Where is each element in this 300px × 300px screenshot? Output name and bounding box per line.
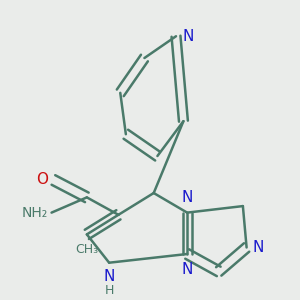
Text: N: N bbox=[182, 190, 193, 205]
Text: N: N bbox=[252, 240, 263, 255]
Text: N: N bbox=[182, 262, 193, 277]
Text: CH₃: CH₃ bbox=[75, 243, 98, 256]
Text: H: H bbox=[104, 284, 114, 297]
Text: NH₂: NH₂ bbox=[22, 206, 48, 220]
Text: N: N bbox=[183, 29, 194, 44]
Text: N: N bbox=[103, 269, 115, 284]
Text: O: O bbox=[36, 172, 48, 188]
